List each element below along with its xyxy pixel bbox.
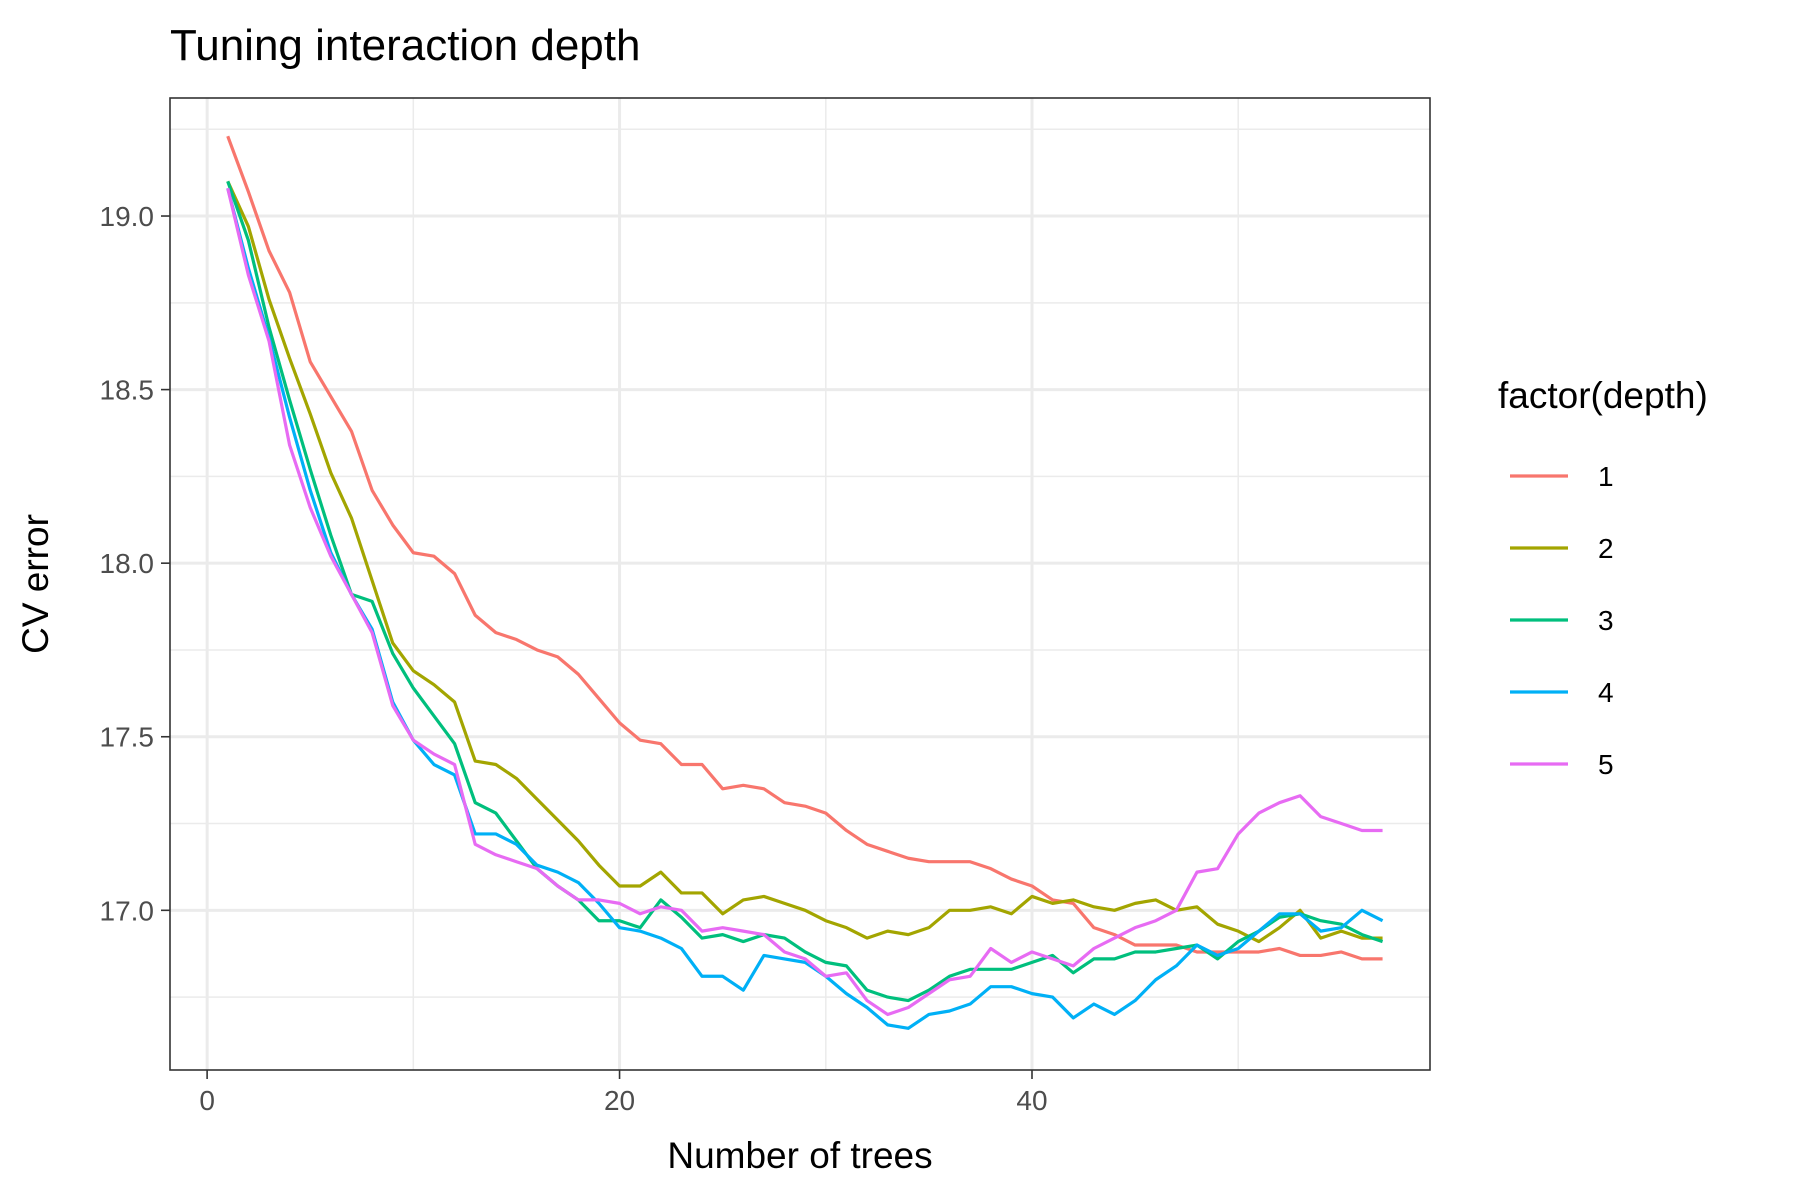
y-tick-label: 19.0 [100,201,155,232]
legend-label-depth-3: 3 [1598,605,1614,636]
legend-label-depth-5: 5 [1598,749,1614,780]
x-tick-label: 0 [199,1085,215,1116]
series-lines [226,135,1384,1030]
x-tick-label: 40 [1016,1085,1047,1116]
series-line-depth-3 [226,180,1384,1003]
series-line-depth-4 [226,187,1384,1030]
y-tick-label: 18.0 [100,548,155,579]
y-tick-label: 18.5 [100,375,155,406]
series-line-depth-5 [226,187,1383,1017]
series-line-depth-2 [226,180,1383,944]
legend: factor(depth) 1 2 3 4 5 [1498,375,1708,780]
chart-title: Tuning interaction depth [170,21,640,70]
x-tick-label: 20 [604,1085,635,1116]
legend-label-depth-2: 2 [1598,533,1614,564]
legend-label-depth-1: 1 [1598,461,1614,492]
y-tick-label: 17.0 [100,895,155,926]
y-axis-title: CV error [15,514,56,654]
axis-ticks: 0 20 40 17.0 17.5 18.0 18.5 19.0 [100,201,1048,1116]
grid [170,98,1430,1070]
legend-title: factor(depth) [1498,375,1708,416]
x-axis-title: Number of trees [667,1135,932,1176]
series-line-depth-1 [226,135,1383,961]
y-tick-label: 17.5 [100,722,155,753]
legend-label-depth-4: 4 [1598,677,1614,708]
plot-panel-border [169,97,1431,1071]
